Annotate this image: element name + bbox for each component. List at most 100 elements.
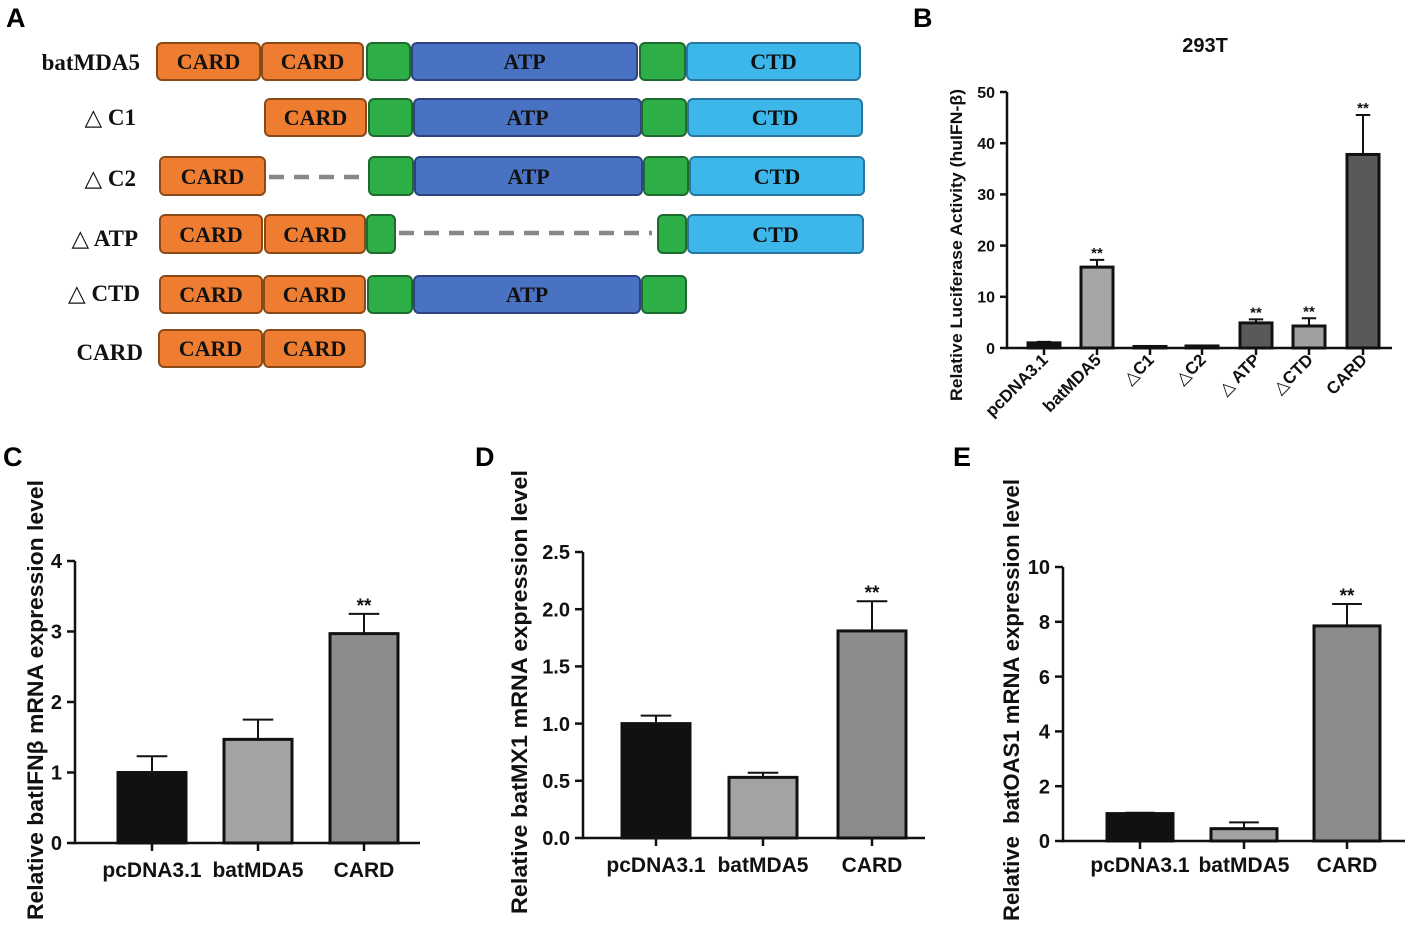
card-domain <box>263 275 366 314</box>
x-tick-label-card: CARD <box>334 859 395 882</box>
bar-batmda5 <box>727 775 799 840</box>
card-domain <box>263 329 366 368</box>
construct-delta-atp: △ ATP CARD CARD CTD <box>72 214 864 254</box>
card-domain <box>158 329 263 368</box>
y-tick-label: 10 <box>1028 557 1050 579</box>
y-tick-label: 0.0 <box>542 828 570 850</box>
x-tick-label-card: CARD <box>1317 854 1378 877</box>
x-tick-label-batmda5: batMDA5 <box>717 854 808 877</box>
atp-domain-label: ATP <box>503 49 545 74</box>
card-domain-label: CARD <box>281 49 345 74</box>
error-bar-ctd <box>1301 317 1317 326</box>
error-bar-card <box>1355 114 1371 155</box>
y-tick-label: 0 <box>1039 831 1050 853</box>
error-bar-pcdna3-1 <box>640 714 672 724</box>
panel-e-batoas1-chart: E Relative batOAS1 mRNA expression level p… <box>953 442 1405 921</box>
error-bar-pcdna3-1 <box>1125 811 1155 814</box>
card-domain-label: CARD <box>283 336 347 361</box>
bar-batmda5 <box>222 737 294 845</box>
atp-domain-label: ATP <box>506 282 548 307</box>
card-domain-label: CARD <box>283 222 347 247</box>
x-tick-label-batmda5: batMDA5 <box>212 859 303 882</box>
card-domain <box>261 42 364 81</box>
ctd-domain <box>687 98 863 137</box>
y-tick-label: 4 <box>1039 722 1051 744</box>
construct-label: △ C1 <box>84 105 136 130</box>
error-bar-atp <box>1248 318 1264 323</box>
construct-card: CARD CARD CARD <box>77 329 366 368</box>
ctd-domain <box>687 214 864 254</box>
card-domain <box>264 214 366 254</box>
y-axis-label: Relative batIFNβ mRNA expression level <box>23 480 48 920</box>
construct-label: CARD <box>77 340 143 365</box>
significance-label-atp: ** <box>1250 304 1262 321</box>
linker-domain <box>366 42 411 81</box>
y-tick-label: 10 <box>977 290 995 307</box>
linker-domain <box>366 214 396 254</box>
linker-domain <box>657 214 687 254</box>
x-tick-label-card: CARD <box>1323 350 1371 398</box>
y-axis-label: Relative Luciferase Activity (huIFN-β) <box>947 89 966 401</box>
bar-pcdna3-1 <box>620 722 692 840</box>
y-tick-label: 30 <box>977 187 995 204</box>
linker-domain <box>643 156 689 196</box>
x-tick-label-atp: △ ATP <box>1215 350 1264 399</box>
y-tick-label: 2 <box>51 692 62 714</box>
card-domain-label: CARD <box>179 282 243 307</box>
card-domain <box>264 98 367 137</box>
card-domain-label: CARD <box>284 105 348 130</box>
y-tick-label: 1 <box>51 763 62 785</box>
x-tick-label-ctd: △CTD <box>1269 350 1316 397</box>
error-bar-batmda5 <box>242 718 274 740</box>
chart-title: 293T <box>1182 35 1228 57</box>
atp-domain <box>413 275 641 314</box>
error-bar-card <box>1332 602 1362 626</box>
card-domain <box>159 275 263 314</box>
y-tick-label: 0.5 <box>542 771 570 793</box>
error-bar-pcdna3-1 <box>136 755 168 773</box>
y-tick-label: 8 <box>1039 612 1050 634</box>
y-tick-label: 1.5 <box>542 657 570 679</box>
construct-label: △ ATP <box>72 226 138 251</box>
linker-domain <box>368 98 413 137</box>
construct-label: △ C2 <box>84 166 136 191</box>
y-tick-label: 50 <box>977 85 995 102</box>
x-tick-label-pcdna3-1: pcDNA3.1 <box>982 350 1052 420</box>
ctd-domain-label: CTD <box>754 164 800 189</box>
bar-pcdna3-1 <box>116 771 188 845</box>
panel-label-b: B <box>913 3 933 33</box>
y-tick-label: 1.0 <box>542 714 570 736</box>
x-tick-label-c2: △C2 <box>1172 350 1210 388</box>
y-tick-label: 6 <box>1039 667 1050 689</box>
bar-batmda5 <box>1209 827 1279 843</box>
card-domain <box>159 156 266 196</box>
y-tick-label: 2 <box>1039 776 1050 798</box>
construct-label: △ CTD <box>68 281 140 306</box>
bar-card <box>836 629 908 840</box>
y-tick-label: 0 <box>51 833 62 855</box>
x-tick-label-pcdna3-1: pcDNA3.1 <box>606 854 706 877</box>
construct-batmda5: batMDA5 CARD CARD ATP CTD <box>42 42 861 81</box>
y-tick-label: 3 <box>51 622 62 644</box>
atp-domain-label: ATP <box>506 105 548 130</box>
panel-d-batmx1-chart: D Relative batMX1 mRNA expression level pc… <box>475 442 925 914</box>
atp-domain-label: ATP <box>507 164 549 189</box>
error-bar-card <box>856 600 888 631</box>
card-domain <box>156 42 261 81</box>
significance-label-card: ** <box>1340 586 1355 607</box>
bar-card <box>328 632 400 845</box>
panel-label-c: C <box>3 442 23 472</box>
construct-delta-ctd: △ CTD CARD CARD ATP <box>68 275 687 314</box>
significance-label-ctd: ** <box>1303 303 1315 320</box>
error-bar-batmda5 <box>1229 821 1259 829</box>
bar-card <box>1345 152 1381 350</box>
x-tick-label-card: CARD <box>842 854 903 877</box>
card-domain-label: CARD <box>179 222 243 247</box>
x-tick-label-pcdna3-1: pcDNA3.1 <box>102 859 202 882</box>
y-axis-label: Relative batOAS1 mRNA expression level <box>999 479 1024 921</box>
panel-b-luciferase-chart: B 293T Relative Luciferase Activity (huIFN… <box>913 3 1392 421</box>
ctd-domain <box>686 42 861 81</box>
significance-label-card: ** <box>357 596 372 617</box>
bar-batmda5 <box>1079 265 1115 350</box>
